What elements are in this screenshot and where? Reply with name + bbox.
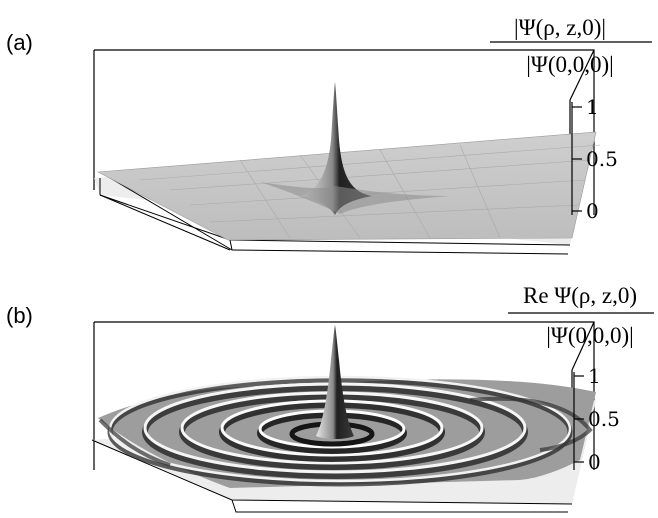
panel-b-z-tick-label: 0.5 bbox=[588, 407, 620, 431]
panel-a-z-tick-label: 0 bbox=[586, 199, 599, 223]
panel-a-box-edge bbox=[569, 49, 595, 101]
panel-a-zlabel-denominator: |Ψ(0,0,0)| bbox=[526, 52, 614, 77]
panel-b-floor-grid bbox=[91, 439, 573, 513]
panel-b-z-tick-label: 0 bbox=[588, 450, 601, 474]
panel-a-zlabel: |Ψ(ρ, z,0)| |Ψ(0,0,0)| bbox=[490, 15, 652, 77]
panel-b-z-ticks: 00.51 bbox=[574, 364, 620, 474]
panel-b-zlabel-numerator: Re Ψ(ρ, z,0) bbox=[523, 283, 637, 308]
panel-b-label: (b) bbox=[6, 303, 33, 328]
panel-b-z-tick-label: 1 bbox=[588, 364, 601, 388]
panel-a: (a) bbox=[6, 15, 652, 255]
panel-b-zlabel-denominator: |Ψ(0,0,0)| bbox=[546, 323, 634, 348]
panel-a-peak bbox=[260, 82, 450, 215]
panel-b-zlabel: Re Ψ(ρ, z,0) |Ψ(0,0,0)| bbox=[508, 283, 654, 348]
panel-b-peak bbox=[316, 325, 354, 439]
panel-a-z-ticks: 00.51 bbox=[572, 95, 618, 223]
panel-b: (b) bbox=[6, 283, 654, 513]
panel-a-label: (a) bbox=[6, 30, 33, 55]
panel-b-box-edge bbox=[571, 321, 595, 371]
panel-a-z-tick-label: 0.5 bbox=[586, 147, 618, 171]
panel-a-zlabel-numerator: |Ψ(ρ, z,0)| bbox=[514, 15, 606, 40]
panel-a-surface-grid bbox=[139, 144, 601, 239]
panel-a-z-tick-label: 1 bbox=[586, 95, 599, 119]
